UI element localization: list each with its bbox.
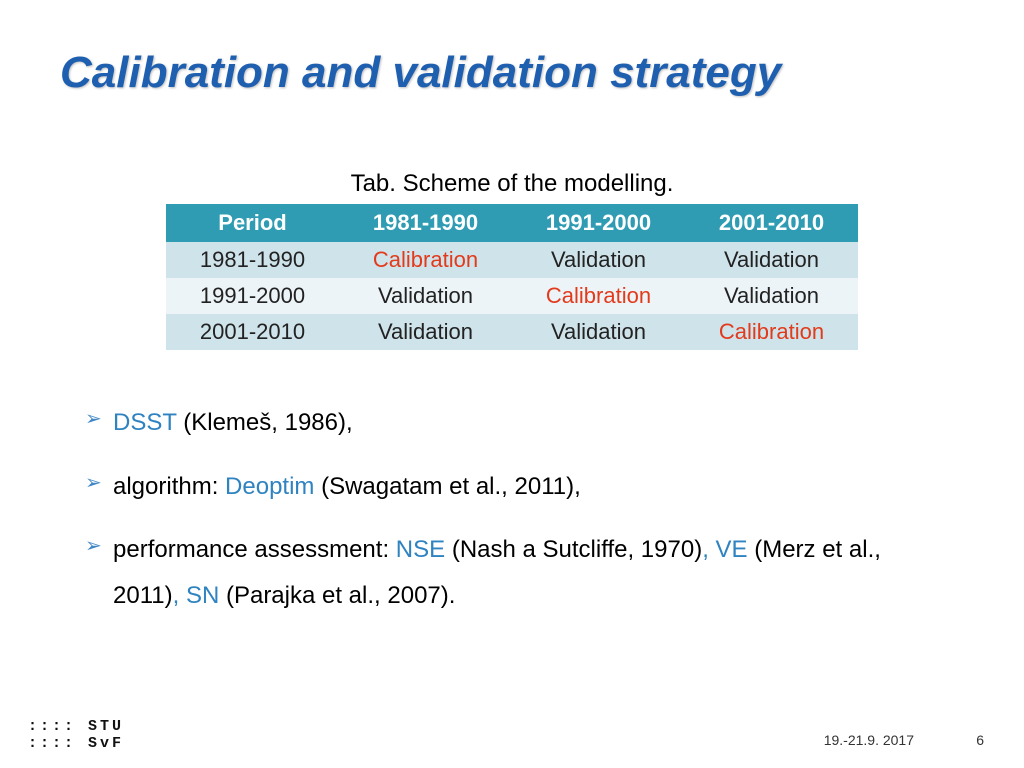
- table-cell: Validation: [512, 242, 685, 278]
- strategy-table: Period1981-19901991-20002001-2010 1981-1…: [166, 204, 858, 350]
- bullet-item: DSST (Klemeš, 1986),: [85, 400, 945, 446]
- table-header-cell: 1981-1990: [339, 204, 512, 242]
- institution-logo: :::: STU :::: SvF: [28, 718, 124, 753]
- bullet-highlight: VE: [716, 536, 748, 563]
- bullet-list: DSST (Klemeš, 1986), algorithm: Deoptim (…: [85, 400, 945, 636]
- logo-line-1: :::: STU: [28, 718, 124, 735]
- logo-line-2: :::: SvF: [28, 735, 124, 752]
- table-row: 1981-1990CalibrationValidationValidation: [166, 242, 858, 278]
- table-row-label: 1981-1990: [166, 242, 339, 278]
- table-cell: Calibration: [512, 278, 685, 314]
- bullet-highlight: ,: [702, 536, 715, 563]
- bullet-text: (Klemeš, 1986),: [177, 409, 353, 436]
- bullet-highlight: DSST: [113, 409, 177, 436]
- table-row-label: 2001-2010: [166, 314, 339, 350]
- bullet-highlight: ,: [173, 582, 186, 609]
- table-row-label: 1991-2000: [166, 278, 339, 314]
- table-cell: Validation: [339, 314, 512, 350]
- bullet-text: performance assessment:: [113, 536, 396, 563]
- table-cell: Calibration: [339, 242, 512, 278]
- bullet-text: (Nash a Sutcliffe, 1970): [445, 536, 702, 563]
- slide: Calibration and validation strategy Tab.…: [0, 0, 1024, 768]
- table-header-cell: 2001-2010: [685, 204, 858, 242]
- table-header-cell: Period: [166, 204, 339, 242]
- footer-date: 19.-21.9. 2017: [824, 732, 914, 748]
- bullet-highlight: SN: [186, 582, 219, 609]
- bullet-highlight: NSE: [396, 536, 445, 563]
- table-cell: Validation: [512, 314, 685, 350]
- bullet-item: performance assessment: NSE (Nash a Sutc…: [85, 527, 945, 618]
- table-cell: Calibration: [685, 314, 858, 350]
- table-caption: Tab. Scheme of the modelling.: [0, 170, 1024, 198]
- bullet-text: (Swagatam et al., 2011),: [314, 473, 580, 500]
- bullet-text: algorithm:: [113, 473, 225, 500]
- bullet-highlight: Deoptim: [225, 473, 314, 500]
- table-cell: Validation: [339, 278, 512, 314]
- bullet-text: (Parajka et al., 2007).: [219, 582, 455, 609]
- table-cell: Validation: [685, 278, 858, 314]
- table-cell: Validation: [685, 242, 858, 278]
- table-row: 2001-2010ValidationValidationCalibration: [166, 314, 858, 350]
- table-header-cell: 1991-2000: [512, 204, 685, 242]
- table-row: 1991-2000ValidationCalibrationValidation: [166, 278, 858, 314]
- page-number: 6: [976, 732, 984, 748]
- bullet-item: algorithm: Deoptim (Swagatam et al., 201…: [85, 464, 945, 510]
- slide-title: Calibration and validation strategy: [60, 48, 781, 98]
